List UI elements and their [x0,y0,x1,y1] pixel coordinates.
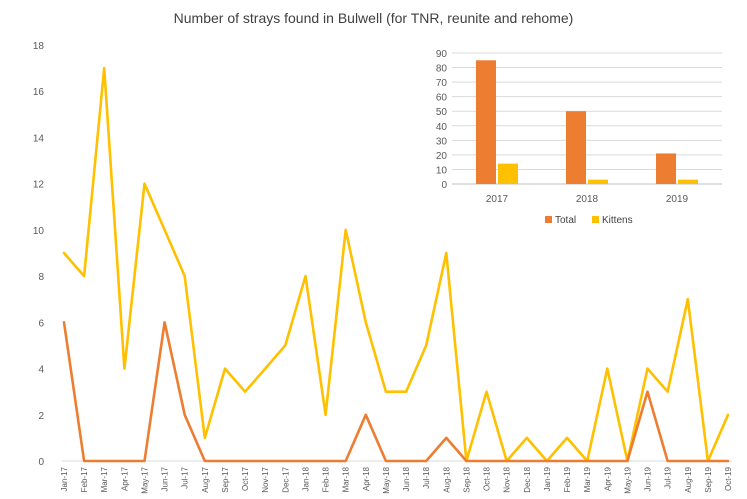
legend-swatch-total [545,216,552,223]
x-tick-label: May-19 [623,466,632,493]
x-tick-label: Dec-17 [281,466,290,492]
x-tick-label: Oct-19 [724,466,733,491]
x-tick-label: Aug-19 [684,466,693,492]
y-tick-label: 10 [33,226,45,237]
x-tick-label: Jul-17 [181,466,190,488]
bar-kittens-2018 [588,179,608,184]
x-tick-label: Jun-18 [402,466,411,491]
x-tick-label: Dec-18 [523,466,532,492]
y-tick-label: 12 [33,180,45,191]
x-tick-label: Oct-17 [241,466,250,491]
y-tick-label: 16 [33,87,45,98]
inset-y-tick-label: 20 [436,151,448,162]
x-tick-label: Jun-17 [161,466,170,491]
inset-x-tick-label: 2019 [666,194,689,205]
x-tick-label: Mar-18 [342,466,351,492]
bar-total-2018 [566,111,586,184]
x-tick-label: Feb-19 [563,466,572,492]
x-tick-label: Apr-19 [603,466,612,491]
inset-y-tick-label: 30 [436,136,448,147]
x-tick-label: Apr-18 [362,466,371,491]
x-tick-label: Sep-19 [704,466,713,492]
legend-swatch-kittens [592,216,599,223]
inset-x-tick-label: 2017 [486,194,509,205]
x-tick-label: May-17 [140,466,149,493]
inset-y-tick-label: 90 [436,49,448,60]
x-tick-label: Sep-17 [221,466,230,492]
x-tick-label: Sep-18 [462,466,471,492]
legend-label-kittens: Kittens [602,215,633,226]
inset-y-tick-label: 60 [436,93,448,104]
x-tick-label: Jan-19 [543,466,552,491]
inset-y-tick-label: 80 [436,64,448,75]
series-line-0 [62,66,730,463]
chart-title: Number of strays found in Bulwell (for T… [173,10,574,26]
x-tick-label: Jan-17 [60,466,69,491]
x-tick-label: Mar-17 [100,466,109,492]
x-tick-label: May-18 [382,466,391,493]
legend-label-total: Total [555,215,576,226]
x-tick-label: Jun-19 [644,466,653,491]
y-tick-label: 8 [38,272,44,283]
x-tick-label: Feb-17 [80,466,89,492]
x-tick-label: Nov-18 [503,466,512,492]
inset-x-tick-label: 2018 [576,194,599,205]
x-tick-label: Mar-19 [583,466,592,492]
x-tick-label: Aug-17 [201,466,210,492]
x-tick-label: Aug-18 [442,466,451,492]
bar-kittens-2017 [498,163,518,184]
series-line-1 [62,320,730,463]
y-tick-label: 18 [33,41,45,52]
x-tick-label: Jul-18 [422,466,431,488]
x-tick-label: Feb-18 [322,466,331,492]
inset-y-tick-label: 10 [436,165,448,176]
inset-y-tick-label: 40 [436,122,448,133]
x-tick-label: Oct-18 [483,466,492,491]
y-tick-label: 4 [38,365,44,376]
inset-y-tick-label: 50 [436,107,448,118]
x-tick-label: Nov-17 [261,466,270,492]
bar-kittens-2019 [678,179,698,184]
y-tick-label: 0 [38,457,44,468]
x-tick-label: Jul-19 [664,466,673,488]
inset-y-tick-label: 70 [436,78,448,89]
y-tick-label: 14 [33,133,45,144]
x-tick-label: Jan-18 [301,466,310,491]
y-tick-label: 2 [38,411,44,422]
x-tick-label: Apr-17 [120,466,129,491]
bar-total-2019 [656,153,676,184]
bar-total-2017 [476,60,496,184]
inset-y-tick-label: 0 [441,180,447,191]
y-tick-label: 6 [38,318,44,329]
